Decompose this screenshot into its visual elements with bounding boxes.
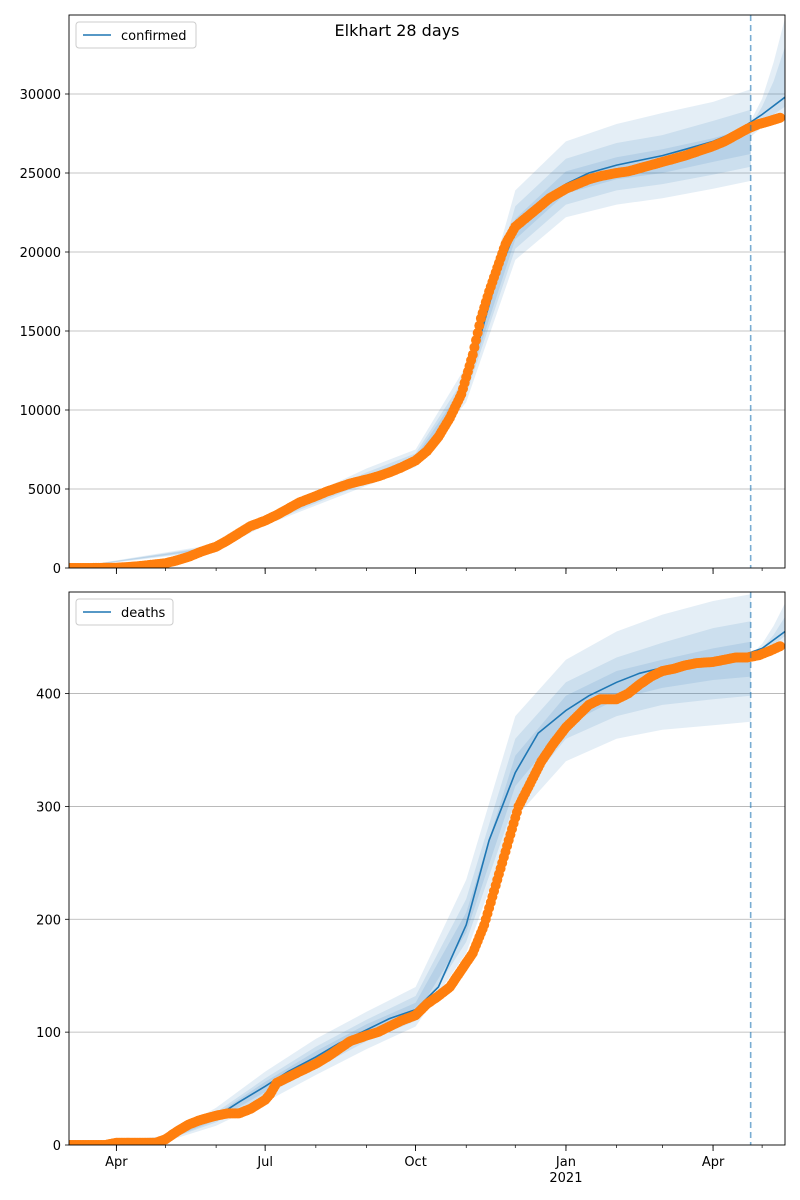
confirmed-panel: 0 5000 10000 15000 20000 25000 30000 confirmed: [20, 14, 786, 577]
x-year-label: 2021: [549, 1171, 582, 1186]
legend: deaths: [75, 598, 174, 626]
uncertainty-band: [69, 89, 751, 568]
y-tick-label: 15000: [20, 325, 61, 340]
legend-label: confirmed: [121, 29, 187, 44]
x-tick-label: Apr: [105, 1155, 128, 1170]
forecast-band: [750, 46, 785, 134]
y-tick-label: 400: [36, 688, 61, 703]
y-tick-label: 200: [36, 913, 61, 928]
uncertainty-band: [69, 594, 751, 1145]
y-tick-label: 0: [53, 562, 61, 577]
x-tick-label: Apr: [702, 1155, 725, 1170]
legend-box: [75, 598, 174, 626]
legend-box: [75, 21, 197, 49]
legend-label: deaths: [121, 606, 166, 621]
uncertainty-band: [69, 109, 751, 568]
y-tick-label: 30000: [20, 88, 61, 103]
legend: confirmed: [75, 21, 197, 49]
y-tick-label: 300: [36, 800, 61, 815]
plot-frame: [68, 14, 786, 569]
forecast-band: [750, 18, 785, 137]
y-tick-label: 10000: [20, 404, 61, 419]
y-tick-label: 0: [53, 1139, 61, 1154]
x-tick-label: Oct: [404, 1155, 426, 1170]
observed-point: [775, 112, 785, 123]
y-tick-label: 100: [36, 1026, 61, 1041]
y-tick-label: 25000: [20, 167, 61, 182]
x-tick-label: Jul: [256, 1155, 273, 1170]
y-tick-label: 5000: [28, 483, 61, 498]
y-tick-label: 20000: [20, 246, 61, 261]
plot-frame: [68, 591, 786, 1146]
x-tick-label: Jan: [555, 1155, 576, 1170]
figure-title: Elkhart 28 days: [335, 21, 460, 40]
uncertainty-band: [69, 621, 751, 1145]
observed-point: [775, 641, 785, 652]
